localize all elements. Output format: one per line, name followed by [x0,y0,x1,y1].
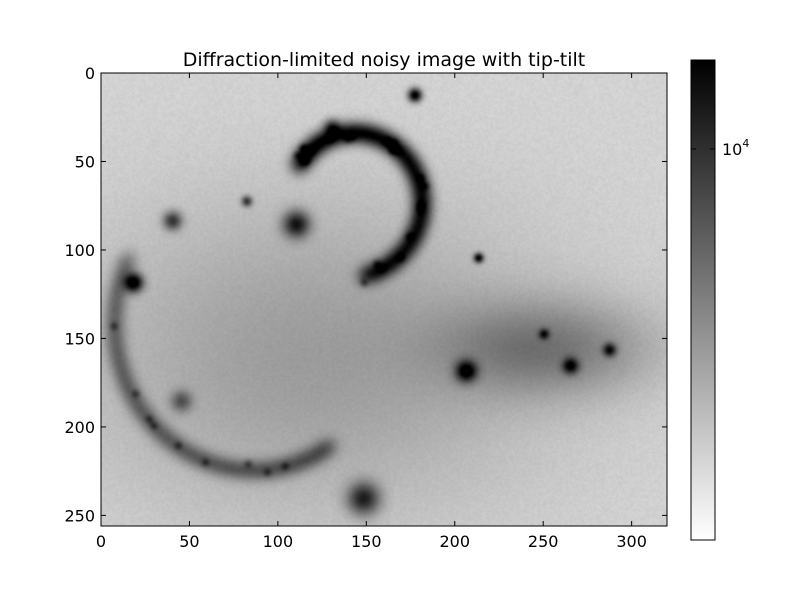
plot-area [100,72,668,527]
y-tick-label: 100 [64,241,95,260]
colorbar: 104 [690,59,749,541]
x-tick-label: 200 [439,532,470,551]
x-tick-label: 150 [351,532,382,551]
colorbar-tick-exponent: 4 [742,137,749,150]
y-tick-label: 0 [85,64,95,83]
x-tick-label: 300 [616,532,647,551]
chart-title: Diffraction-limited noisy image with tip… [183,49,586,71]
x-tick-label: 50 [179,532,199,551]
x-tick-label: 0 [96,532,106,551]
x-tick-label: 250 [528,532,559,551]
y-tick-label: 250 [64,506,95,525]
y-axis: 0 50 100 150 200 250 [64,64,667,525]
x-axis: 0 50 100 150 200 250 300 [96,73,647,551]
heatmap-image [101,73,667,526]
colorbar-tick-base: 10 [722,140,742,159]
y-tick-label: 150 [64,329,95,348]
colorbar-tick-label: 104 [722,137,749,159]
y-tick-label: 50 [75,152,95,171]
colorbar-gradient [690,59,716,541]
y-tick-label: 200 [64,418,95,437]
axes-frame [100,72,668,527]
x-tick-label: 100 [263,532,294,551]
